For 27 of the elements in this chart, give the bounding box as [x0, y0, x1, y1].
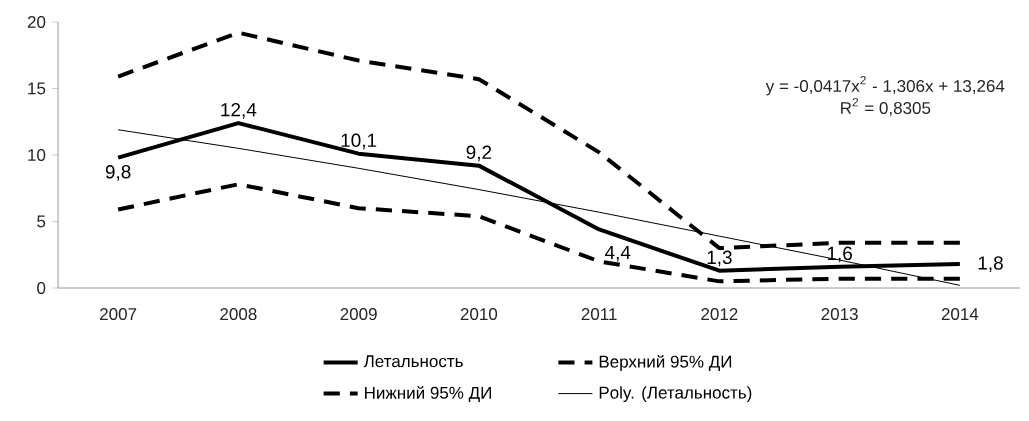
data-label: 1,3	[707, 250, 732, 267]
x-tick-label: 2007	[100, 308, 137, 321]
data-label: 9,2	[466, 145, 492, 162]
data-label: 12,4	[221, 102, 257, 119]
legend-label: Летальность	[363, 355, 463, 368]
x-tick-label: 2010	[460, 308, 498, 321]
data-label: 1,6	[827, 246, 852, 263]
y-tick-label: 5	[37, 215, 46, 228]
data-label: 10,1	[341, 133, 377, 150]
x-tick-label: 2012	[701, 308, 738, 321]
x-tick-label: 2014	[941, 308, 979, 321]
data-label: 4,4	[604, 245, 631, 262]
x-tick-label: 2008	[220, 308, 257, 321]
y-tick-label: 20	[27, 15, 46, 29]
data-label: 1,8	[978, 256, 1003, 272]
legend-label: Нижний 95% ДИ	[365, 386, 491, 403]
legend-label: Poly. (Летальность)	[599, 386, 752, 403]
x-tick-label: 2009	[340, 308, 377, 321]
x-tick-label: 2011	[581, 308, 617, 321]
data-label: 9,8	[105, 165, 131, 181]
y-tick-label: 0	[37, 281, 46, 295]
annotation: y = -0,0417x$^{2}$ - 1,306x + 13,264	[765, 75, 1005, 96]
annotation: R$^{2}$ = 0,8305	[841, 97, 931, 117]
y-tick-label: 10	[28, 148, 46, 162]
legend-label: Верхний 95% ДИ	[599, 354, 732, 372]
y-tick-label: 15	[28, 82, 46, 95]
x-tick-label: 2013	[821, 308, 858, 321]
